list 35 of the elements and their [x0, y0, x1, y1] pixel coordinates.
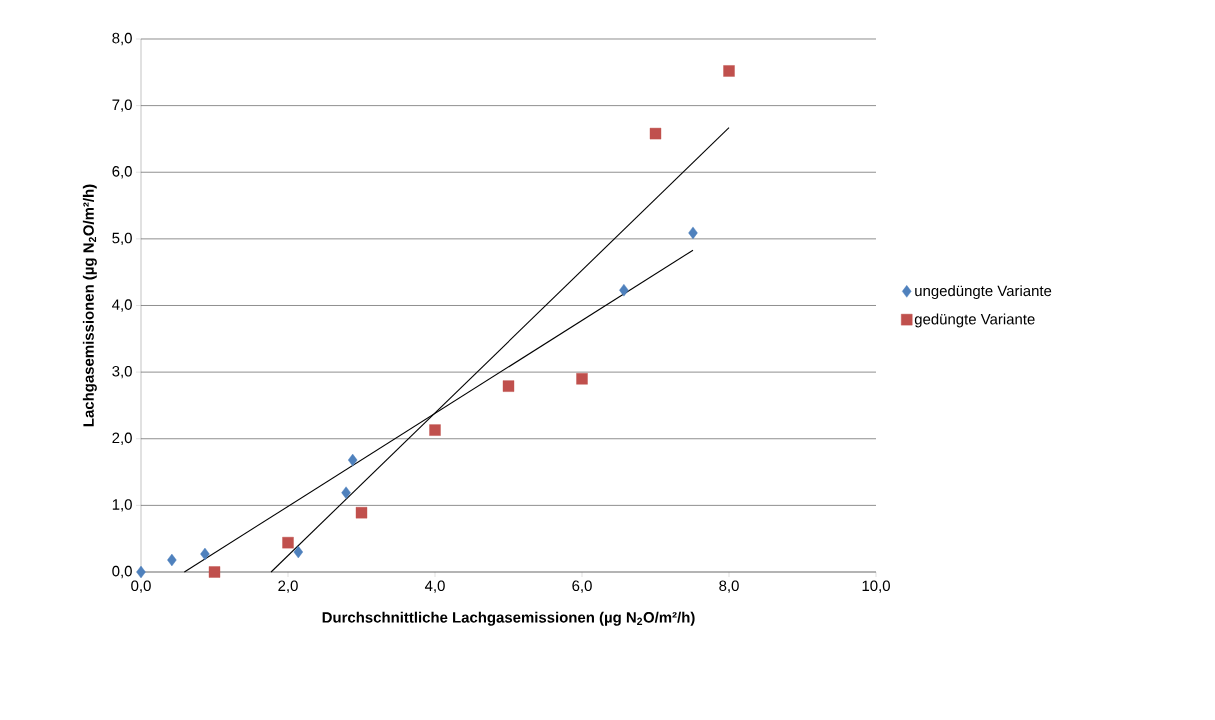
x-tick-label: 10,0 — [862, 580, 890, 593]
y-tick-label: 6,0 — [112, 166, 132, 179]
point — [293, 545, 303, 559]
x-tick-label: 2,0 — [278, 580, 298, 593]
point — [576, 373, 588, 385]
point — [347, 453, 358, 467]
x-tick-label: 8,0 — [719, 580, 739, 593]
legend-label: ungedüngte Variante — [915, 285, 1052, 300]
y-tick-label: 7,0 — [112, 99, 132, 112]
x-tick-label: 0,0 — [131, 580, 151, 593]
point — [355, 507, 368, 519]
point — [723, 65, 735, 77]
point — [341, 486, 351, 499]
y-tick-label: 4,0 — [112, 299, 132, 312]
y-tick-label: 3,0 — [112, 365, 132, 379]
y-tick-label: 2,0 — [112, 432, 132, 445]
legend-label: gedüngte Variante — [914, 313, 1035, 328]
point — [619, 283, 629, 297]
point — [502, 380, 515, 392]
y-axis-title: Lachgasemissionen (µg N$_{2}$O/m²/h) — [82, 184, 97, 427]
point — [649, 127, 662, 140]
x-tick-label: 6,0 — [572, 580, 592, 593]
x-tick-label: 4,0 — [424, 580, 445, 593]
y-tick-label: 8,0 — [112, 32, 132, 46]
point — [282, 536, 294, 549]
point — [167, 553, 177, 567]
point — [136, 565, 146, 579]
y-tick-label: 1,0 — [112, 499, 132, 512]
y-tick-label: 5,0 — [112, 232, 132, 246]
x-axis-title: Durchschnittliche Lachgasemissionen (µg N$_{2}$O/m²/h) — [322, 611, 695, 626]
y-tick-label: 0,0 — [112, 565, 132, 579]
point — [429, 424, 441, 436]
point — [688, 226, 698, 240]
point — [200, 547, 210, 561]
point — [208, 566, 221, 578]
